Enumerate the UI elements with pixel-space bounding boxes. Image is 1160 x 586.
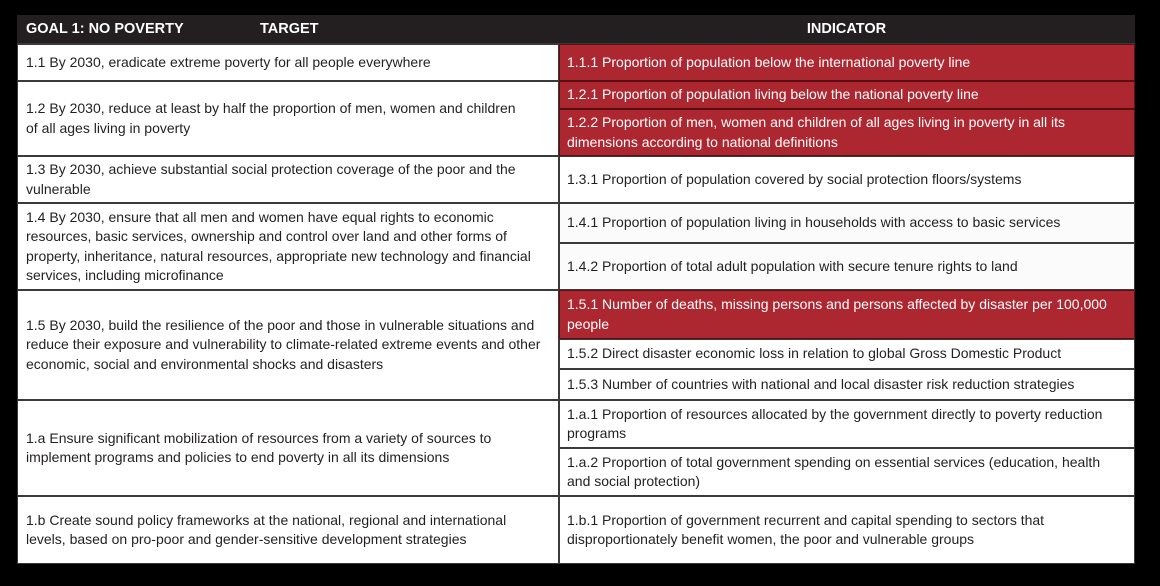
target-cell: 1.b Create sound policy frameworks at th… [17, 496, 559, 564]
target-text: 1.1 By 2030, eradicate extreme poverty f… [26, 53, 431, 70]
goal-1-table: GOAL 1: NO POVERTY TARGET INDICATOR 1.1 … [17, 15, 1135, 564]
indicator-text: 1.5.2 Direct disaster economic loss in r… [567, 345, 1062, 362]
target-text: 1.4 By 2030, ensure that all men and wom… [26, 208, 531, 284]
target-cell: 1.1 By 2030, eradicate extreme poverty f… [17, 44, 559, 81]
indicator-text: 1.a.2 Proportion of total government spe… [567, 453, 1101, 490]
indicator-text: 1.4.1 Proportion of population living in… [567, 214, 1061, 231]
target-text: 1.5 By 2030, build the resilience of the… [26, 316, 541, 372]
indicator-cell: 1.a.1 Proportion of resources allocated … [559, 400, 1135, 448]
indicator-text: 1.5.3 Number of countries with national … [567, 375, 1075, 392]
target-cell: 1.3 By 2030, achieve substantial social … [17, 156, 559, 203]
target-cell: 1.4 By 2030, ensure that all men and wom… [17, 203, 559, 290]
indicator-cell: 1.2.2 Proportion of men, women and child… [559, 109, 1135, 156]
indicator-cell: 1.5.2 Direct disaster economic loss in r… [559, 339, 1135, 369]
table-header: GOAL 1: NO POVERTY TARGET INDICATOR [17, 15, 1135, 43]
indicator-cell: 1.4.2 Proportion of total adult populati… [559, 243, 1135, 290]
indicator-cell: 1.2.1 Proportion of population living be… [559, 81, 1135, 109]
indicator-cell: 1.b.1 Proportion of government recurrent… [559, 496, 1135, 564]
indicator-cell: 1.5.1 Number of deaths, missing persons … [559, 290, 1135, 339]
indicator-text: 1.5.1 Number of deaths, missing persons … [567, 296, 1107, 332]
indicator-text: 1.a.1 Proportion of resources allocated … [567, 405, 1103, 442]
goal-title: GOAL 1: NO POVERTY [26, 21, 184, 37]
indicator-cell: 1.4.1 Proportion of population living in… [559, 203, 1135, 243]
indicator-text: 1.4.2 Proportion of total adult populati… [567, 257, 1018, 274]
indicator-text: 1.2.2 Proportion of men, women and child… [567, 114, 1066, 150]
indicator-text: 1.b.1 Proportion of government recurrent… [567, 511, 1045, 548]
target-cell: 1.a Ensure significant mobilization of r… [17, 400, 559, 496]
indicator-text: 1.3.1 Proportion of population covered b… [567, 170, 1022, 187]
indicator-cell: 1.3.1 Proportion of population covered b… [559, 156, 1135, 203]
indicator-text: 1.1.1 Proportion of population below the… [567, 53, 971, 70]
indicator-cell: 1.1.1 Proportion of population below the… [559, 44, 1135, 81]
indicator-text: 1.2.1 Proportion of population living be… [567, 86, 979, 103]
target-column-header: TARGET [260, 21, 319, 37]
target-cell: 1.5 By 2030, build the resilience of the… [17, 290, 559, 400]
indicator-cell: 1.a.2 Proportion of total government spe… [559, 448, 1135, 496]
indicator-cell: 1.5.3 Number of countries with national … [559, 369, 1135, 400]
target-text: 1.a Ensure significant mobilization of r… [26, 429, 492, 466]
target-text: 1.b Create sound policy frameworks at th… [26, 511, 507, 548]
target-cell: 1.2 By 2030, reduce at least by half the… [17, 81, 559, 156]
target-text: 1.2 By 2030, reduce at least by half the… [26, 100, 516, 136]
indicator-column-header: INDICATOR [806, 21, 887, 37]
target-text: 1.3 By 2030, achieve substantial social … [26, 161, 516, 197]
